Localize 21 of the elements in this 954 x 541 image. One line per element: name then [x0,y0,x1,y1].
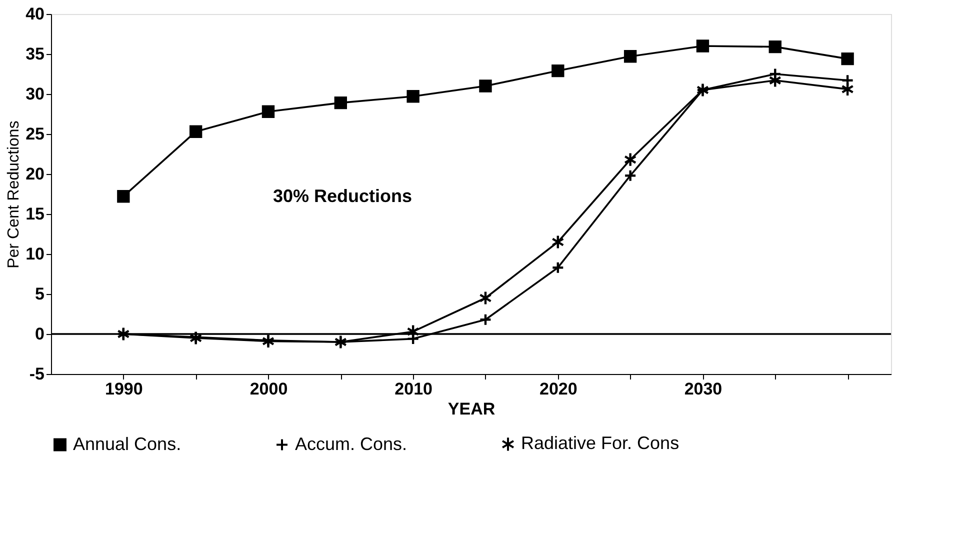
x-tick-label: 2010 [394,380,432,398]
y-tick-label: -5 [29,364,44,384]
legend-label: Radiative For. Cons [521,433,680,454]
annotation: 30% Reductions [273,186,412,206]
legend-label: Annual Cons. [73,434,182,454]
y-axis-title: Per Cent Reductions [6,120,23,268]
x-tick-label: 2030 [684,380,722,398]
y-tick-label: 5 [35,284,44,304]
y-tick-label: 0 [35,324,44,344]
y-tick-label: 35 [26,44,44,64]
x-tick-label: 2000 [250,380,288,398]
x-tick-label: 1990 [105,380,143,398]
y-tick-label: 15 [26,204,44,224]
y-tick-label: 40 [26,4,44,24]
y-tick-label: 30 [26,84,44,104]
x-axis-title: YEAR [448,400,496,418]
legend-label: Accum. Cons. [295,434,408,454]
y-tick-label: 20 [26,164,44,184]
y-tick-label: 10 [26,244,44,264]
x-tick-label: 2020 [539,380,578,398]
y-tick-label: 25 [26,124,44,144]
